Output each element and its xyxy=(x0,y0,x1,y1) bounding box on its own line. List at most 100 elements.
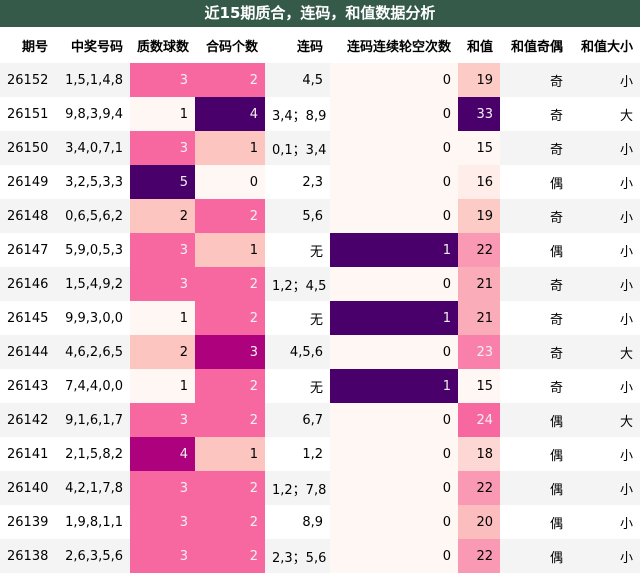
table-cell: 15 xyxy=(458,369,500,403)
table-cell: 0 xyxy=(330,539,458,573)
table-cell: 无 xyxy=(309,312,323,328)
table-cell: 9,8,3,9,4 xyxy=(65,106,123,122)
table-cell: 2 xyxy=(130,199,195,233)
table-cell: 3 xyxy=(130,471,195,505)
table-cell: 0,6,5,6,2 xyxy=(55,199,130,233)
table-cell: 20 xyxy=(458,505,500,539)
table-cell: 26142 xyxy=(0,403,55,437)
table-cell: 1 xyxy=(130,369,195,403)
table-cell: 偶 xyxy=(549,516,563,532)
table-cell: 小 xyxy=(619,176,633,192)
table-cell: 奇 xyxy=(500,267,570,301)
table-cell: 1 xyxy=(130,97,195,131)
table-cell: 0 xyxy=(330,505,458,539)
table-cell: 1 xyxy=(330,369,458,403)
table-row: 26143 7,4,4,0,0 1 2 无 1 15 奇小 xyxy=(0,369,640,403)
table-cell: 大 xyxy=(619,108,633,124)
table-cell: 大 xyxy=(570,335,640,369)
table-cell: 0 xyxy=(330,97,458,131)
table-cell: 偶 xyxy=(549,448,563,464)
table-cell: 0,1；3,4 xyxy=(265,131,330,165)
header-row: 期号 中奖号码 质数球数 合码个数 连码 连码连续轮空次数 和值 和值奇偶 和值大小 xyxy=(0,27,640,63)
table-cell: 小 xyxy=(619,244,633,260)
table-cell: 1,2；7,8 xyxy=(265,471,330,505)
table-cell: 偶 xyxy=(500,471,570,505)
table-cell: 0 xyxy=(330,335,458,369)
table-cell: 2 xyxy=(195,199,265,233)
table-cell: 24 xyxy=(458,403,500,437)
table-cell: 2,1,5,8,2 xyxy=(65,446,123,462)
table-cell: 1,5,4,9,2 xyxy=(55,267,130,301)
table-cell: 0 xyxy=(195,165,265,199)
table-cell: 小 xyxy=(570,131,640,165)
table-cell: 4,5,6 xyxy=(265,335,330,369)
table-cell: 33 xyxy=(458,97,500,131)
table-row: 26144 4,6,2,6,5 2 3 4,5,6 0 23 奇大 xyxy=(0,335,640,369)
table-cell: 1 xyxy=(330,233,458,267)
table-cell: 26139 xyxy=(7,514,49,530)
table-cell: 3 xyxy=(130,505,195,539)
table-cell: 奇 xyxy=(549,380,563,396)
table-row: 26141 2,1,5,8,2 4 1 1,2 0 18 偶 小 xyxy=(0,437,640,471)
column-header: 和值奇偶 xyxy=(510,39,563,55)
table-row: 26146 1,5,4,9,2 3 2 1,2；4,5 0 21 奇小 xyxy=(0,267,640,301)
table-cell: 7,4,4,0,0 xyxy=(65,378,123,394)
table-cell: 0 xyxy=(330,471,458,505)
table-cell: 2 xyxy=(195,267,265,301)
table-cell: 奇 xyxy=(549,108,563,124)
table-cell: 3 xyxy=(130,131,195,165)
table-cell: 22 xyxy=(458,539,500,573)
table-cell: 23 xyxy=(458,335,500,369)
column-header: 连码 xyxy=(296,39,323,55)
table-cell: 1 xyxy=(195,437,265,471)
table-cell: 4,6,2,6,5 xyxy=(55,335,130,369)
table-cell: 26144 xyxy=(0,335,55,369)
table-cell: 偶 xyxy=(549,244,563,260)
table-cell: 26147 xyxy=(7,242,49,258)
title: 近15期质合，连码，和值数据分析 xyxy=(0,0,640,27)
table-cell: 无 xyxy=(309,380,323,396)
table-cell: 奇 xyxy=(500,63,570,97)
table-cell: 奇 xyxy=(500,199,570,233)
table-cell: 26148 xyxy=(0,199,55,233)
table-row: 26145 9,9,3,0,0 1 2 无 1 21 奇小 xyxy=(0,301,640,335)
table-cell: 0 xyxy=(330,131,458,165)
table-cell: 3 xyxy=(195,335,265,369)
table-cell: 奇 xyxy=(549,312,563,328)
table-cell: 小 xyxy=(570,539,640,573)
table-cell: 大 xyxy=(570,403,640,437)
table-cell: 18 xyxy=(458,437,500,471)
table-cell: 16 xyxy=(458,165,500,199)
table-cell: 1 xyxy=(195,131,265,165)
table-cell: 2,6,3,5,6 xyxy=(55,539,130,573)
table-cell: 3 xyxy=(130,403,195,437)
table-cell: 9,1,6,1,7 xyxy=(55,403,130,437)
table-cell: 3,2,5,3,3 xyxy=(65,174,123,190)
table-cell: 5 xyxy=(130,165,195,199)
table-cell: 2 xyxy=(130,335,195,369)
column-header: 和值 xyxy=(466,39,493,55)
table-cell: 1 xyxy=(130,301,195,335)
table-cell: 小 xyxy=(619,448,633,464)
table-cell: 26151 xyxy=(7,106,49,122)
table-cell: 5,9,0,5,3 xyxy=(65,242,123,258)
table-cell: 26146 xyxy=(0,267,55,301)
table-cell: 3 xyxy=(130,267,195,301)
table-cell: 26150 xyxy=(0,131,55,165)
table-cell: 2 xyxy=(195,63,265,97)
table-cell: 1,2 xyxy=(302,446,323,462)
column-header: 连码连续轮空次数 xyxy=(346,39,451,55)
table-cell: 无 xyxy=(309,244,323,260)
table-row: 26150 3,4,0,7,1 3 1 0,1；3,4 0 15 奇小 xyxy=(0,131,640,165)
table-row: 26151 9,8,3,9,4 1 4 3,4；8,9 0 33 奇 大 xyxy=(0,97,640,131)
table-cell: 0 xyxy=(330,63,458,97)
table-cell: 2 xyxy=(195,301,265,335)
table-cell: 26140 xyxy=(0,471,55,505)
table-cell: 0 xyxy=(330,199,458,233)
table-row: 26149 3,2,5,3,3 5 0 2,3 0 16 偶小 xyxy=(0,165,640,199)
table-cell: 偶 xyxy=(500,539,570,573)
table-cell: 1 xyxy=(195,233,265,267)
table-cell: 8,9 xyxy=(302,514,323,530)
table-cell: 2 xyxy=(195,403,265,437)
table-row: 26148 0,6,5,6,2 2 2 5,6 0 19 奇小 xyxy=(0,199,640,233)
